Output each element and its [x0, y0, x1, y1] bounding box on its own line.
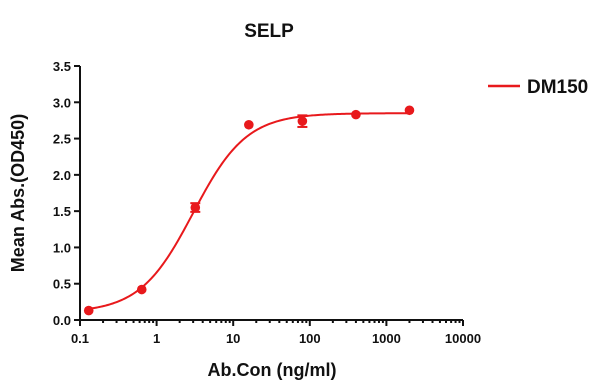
legend: DM150 [488, 77, 588, 98]
chart-title: SELP [244, 21, 294, 42]
x-tick-label: 1000 [372, 331, 401, 346]
y-tick-label: 0.0 [53, 313, 71, 328]
data-point [404, 105, 415, 116]
data-points [83, 105, 415, 316]
x-tick-label: 100 [299, 331, 321, 346]
y-tick-label: 3.0 [53, 95, 71, 110]
axes: 0.0 0.5 1.0 1.5 2.0 2.5 3.0 3.5 0.1 1 10 100 1000 100… [53, 59, 481, 346]
data-point [351, 109, 361, 120]
x-tick-label: 10 [226, 331, 240, 346]
y-tick-label: 1.0 [53, 240, 71, 255]
y-axis-label: Mean Abs.(OD450) [8, 114, 28, 272]
x-tick-label: 0.1 [71, 331, 89, 346]
legend-label: DM150 [527, 77, 588, 98]
fit-curve [85, 112, 412, 311]
x-tick-label: 10000 [445, 331, 481, 346]
x-axis-label: Ab.Con (ng/ml) [208, 360, 337, 380]
y-tick-label: 2.5 [53, 132, 71, 147]
y-tick-label: 3.5 [53, 59, 71, 74]
y-tick-label: 1.5 [53, 204, 71, 219]
data-point [244, 119, 254, 130]
fit-curve-group [85, 112, 412, 311]
x-tick-label: 1 [153, 331, 160, 346]
y-tick-label: 0.5 [53, 277, 71, 292]
data-point [136, 284, 147, 295]
data-point [297, 116, 308, 126]
data-point [83, 305, 94, 316]
data-point [190, 202, 201, 213]
y-tick-label: 2.0 [53, 168, 71, 183]
